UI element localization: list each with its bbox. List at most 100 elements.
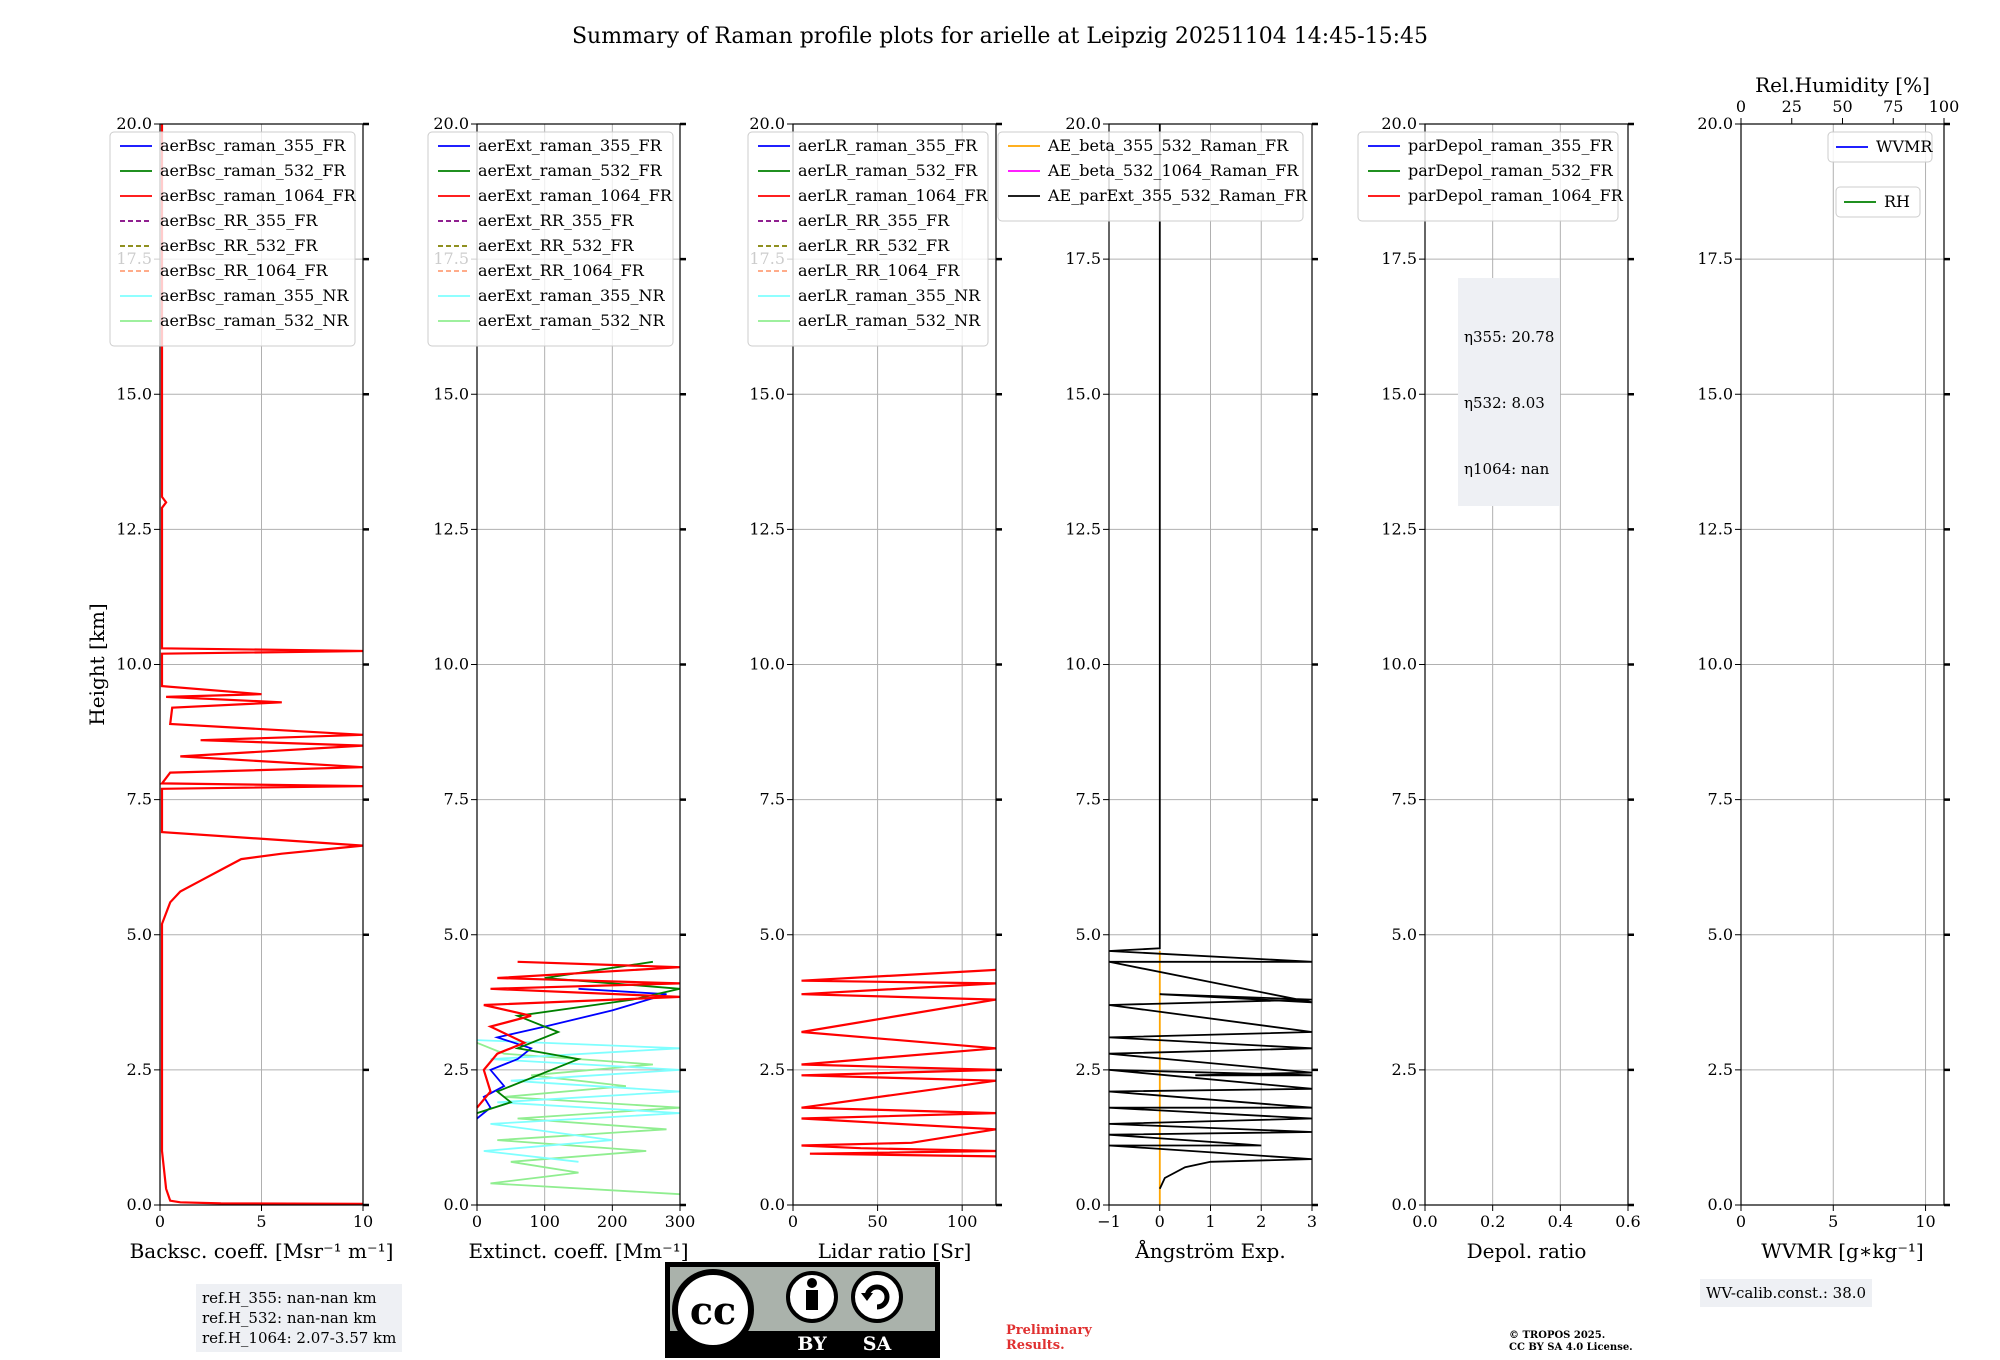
ref-heights-box: ref.H_355: nan-nan km ref.H_532: nan-nan… [196,1284,403,1352]
y-tick-label: 15.0 [116,384,152,403]
panel-extinction: 01002003000.02.55.07.510.012.515.017.520… [427,114,695,1263]
x-tick-label: 2 [1256,1212,1266,1231]
legend-label: aerExt_raman_355_FR [478,136,663,155]
y-tick-label: 2.5 [1392,1060,1417,1079]
y-axis-label: Height [km] [85,603,109,725]
legend-label: aerLR_raman_355_FR [798,136,978,155]
y-tick-label: 12.5 [1381,519,1417,538]
legend-label: RH [1884,192,1910,211]
legend-label: parDepol_raman_355_FR [1408,136,1614,155]
x-axis-label: Depol. ratio [1467,1239,1587,1263]
legend-label: aerLR_RR_532_FR [798,236,950,255]
legend-label: aerBsc_raman_1064_FR [160,186,357,205]
legend-label: aerLR_raman_532_FR [798,161,978,180]
x-tick-label: 0 [1155,1212,1165,1231]
wv-calib-box: WV-calib.const.: 38.0 [1700,1279,1873,1307]
legend-label: WVMR [1876,137,1933,156]
y-tick-label: 17.5 [1381,249,1417,268]
legend-label: AE_parExt_355_532_Raman_FR [1047,186,1308,205]
series-aerBsc_raman_1064_FR [159,124,364,1206]
y-tick-label: 10.0 [1381,655,1417,674]
legend-label: aerExt_raman_532_FR [478,161,663,180]
x-tick-label: 200 [597,1212,628,1231]
sa-icon [851,1271,903,1323]
y-tick-label: 15.0 [749,384,785,403]
y-tick-label: 17.5 [1697,249,1733,268]
copyright-note: © TROPOS 2025. CC BY SA 4.0 License. [1509,1330,1633,1353]
y-tick-label: 5.0 [127,925,152,944]
legend-label: aerLR_RR_1064_FR [798,261,960,280]
legend-label: aerLR_raman_1064_FR [798,186,988,205]
y-tick-label: 12.5 [116,519,152,538]
top-x-tick-label: 25 [1782,97,1802,116]
y-tick-label: 10.0 [1065,655,1101,674]
x-tick-label: 5 [256,1212,266,1231]
legend-box [997,131,1304,222]
eta-355: η355: 20.78 [1464,328,1555,346]
eta-532: η532: 8.03 [1464,394,1545,412]
legend-label: aerBsc_raman_532_FR [160,161,346,180]
y-tick-label: 15.0 [1381,384,1417,403]
series-aerExt_raman_1064_FR [476,960,681,1109]
y-tick-label: 0.0 [1708,1195,1733,1214]
legend-label: aerExt_raman_1064_FR [478,186,673,205]
top-x-tick-label: 100 [1929,97,1960,116]
y-tick-label: 0.0 [1392,1195,1417,1214]
legend-label: parDepol_raman_1064_FR [1408,186,1624,205]
y-tick-label: 2.5 [1708,1060,1733,1079]
figure-title: Summary of Raman profile plots for ariel… [572,24,1428,49]
y-tick-label: 20.0 [116,114,152,133]
legend-label: aerExt_RR_532_FR [478,236,635,255]
y-tick-label: 2.5 [1076,1060,1101,1079]
y-tick-label: 2.5 [444,1060,469,1079]
y-tick-label: 10.0 [1697,655,1733,674]
legend-label: AE_beta_355_532_Raman_FR [1047,136,1289,155]
x-axis-label: Lidar ratio [Sr] [818,1239,972,1263]
top-x-tick-label: 75 [1883,97,1903,116]
x-tick-label: 0.2 [1480,1212,1505,1231]
svg-text:SA: SA [863,1333,892,1355]
x-tick-label: 0 [472,1212,482,1231]
y-tick-label: 12.5 [433,519,469,538]
top-x-tick-label: 0 [1736,97,1746,116]
y-tick-label: 0.0 [1076,1195,1101,1214]
y-tick-label: 7.5 [127,790,152,809]
panel-depolarization: 0.0 0.2 0.4 0.6 0.0 2.5 5.0 7.5 10.0 12.5 15.0 17.5… [1357,114,1641,1263]
series-AE_parExt_355_532_Raman_FR [1108,124,1313,1190]
x-tick-label: 10 [1915,1212,1935,1231]
legend-label: aerLR_raman_532_NR [798,311,981,330]
y-tick-label: 2.5 [127,1060,152,1079]
y-tick-label: 20.0 [1381,114,1417,133]
top-x-axis-label: Rel.Humidity [%] [1755,73,1930,97]
legend-label: aerExt_RR_355_FR [478,211,635,230]
legend-label: aerBsc_RR_532_FR [160,236,318,255]
x-tick-label: 5 [1828,1212,1838,1231]
y-tick-label: 15.0 [1065,384,1101,403]
x-tick-label: 0.4 [1548,1212,1573,1231]
legend-label: aerExt_raman_532_NR [478,311,666,330]
eta-box: η355: 20.78 η532: 8.03 η1064: nan [1458,278,1561,506]
y-tick-label: 7.5 [760,790,785,809]
eta-1064: η1064: nan [1464,460,1550,478]
series-aerExt_raman_532_NR [476,1041,681,1196]
y-tick-label: 7.5 [1392,790,1417,809]
y-tick-label: 15.0 [1697,384,1733,403]
x-axis-label: Ångström Exp. [1134,1238,1285,1263]
y-tick-label: 7.5 [1708,790,1733,809]
panel-water_vapor: 0 5 10 0.0 2.5 5.0 7.5 10.0 12.5 15.0 17.5 20.0 WVMR… [1697,73,1959,1263]
y-tick-label: 12.5 [1697,519,1733,538]
x-axis-label: Backsc. coeff. [Msr⁻¹ m⁻¹] [130,1239,394,1263]
y-tick-label: 5.0 [1708,925,1733,944]
legend-label: aerBsc_raman_532_NR [160,311,349,330]
panel-backscatter: 05100.02.55.07.510.012.515.017.520.0Back… [85,114,393,1263]
svg-text:BY: BY [797,1333,827,1355]
x-tick-label: 0 [788,1212,798,1231]
legend-label: aerBsc_RR_355_FR [160,211,318,230]
legend-box [1827,131,1933,163]
panel-lidar_ratio: 0501000.02.55.07.510.012.515.017.520.0Li… [747,114,1002,1263]
license-badge: cc BY SA [665,1262,940,1358]
series-aerLR_raman_1064_FR [801,968,997,1158]
y-tick-label: 10.0 [433,655,469,674]
x-tick-label: 0.6 [1615,1212,1640,1231]
svg-text:cc: cc [690,1288,736,1333]
